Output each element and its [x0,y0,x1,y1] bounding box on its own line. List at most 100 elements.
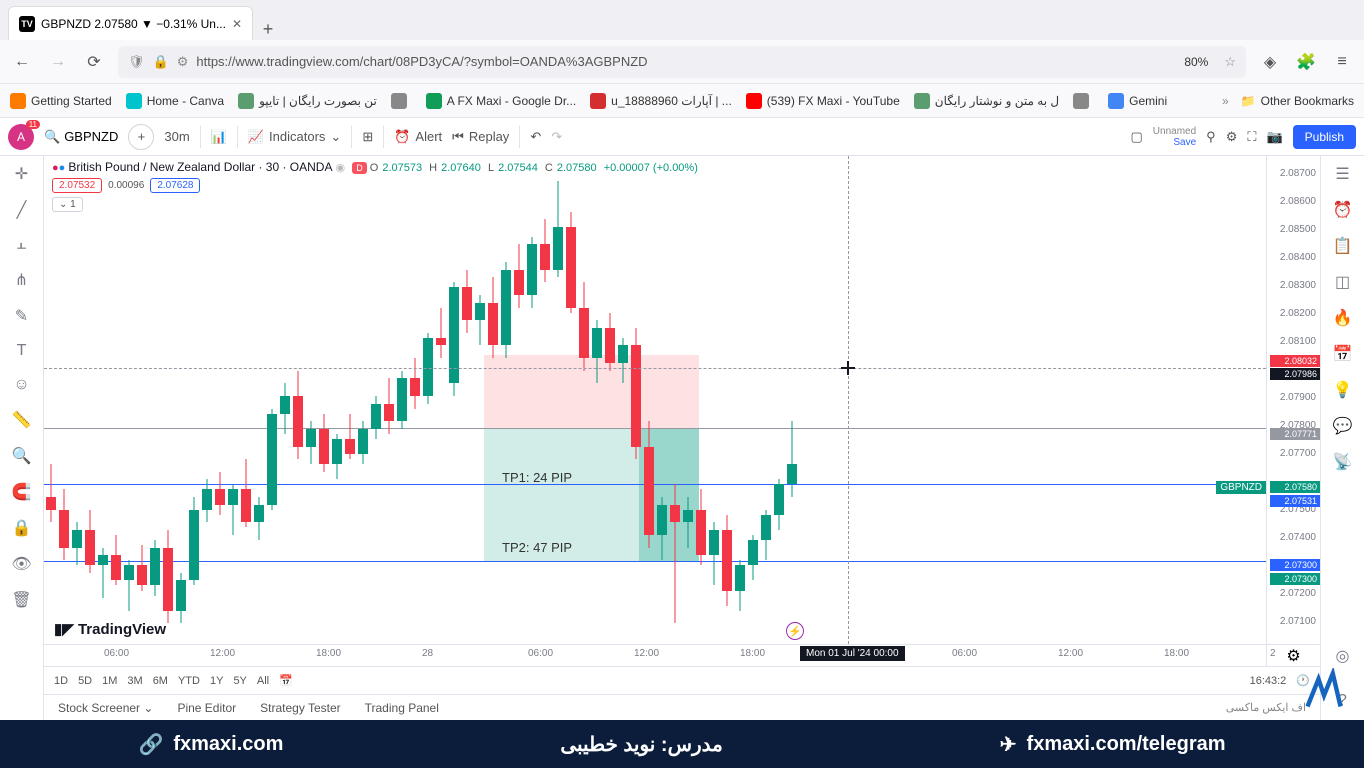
lock-tool-icon[interactable]: 🔒 [12,518,32,538]
bookmark-item[interactable]: (539) FX Maxi - YouTube [746,93,900,109]
news-icon[interactable]: 📋 [1333,236,1353,256]
pocket-icon[interactable]: ◈ [1258,52,1282,72]
fib-tool-icon[interactable]: ⫠ [17,236,27,254]
bookmark-item[interactable]: Home - Canva [126,93,224,109]
chart-canvas[interactable]: ▮◤ TradingView TP1: 24 PIPTP2: 47 PIPGBP… [44,156,1266,644]
other-bookmarks[interactable]: 📁 Other Bookmarks [1241,94,1354,108]
settings-icon[interactable]: ⚙ [1226,129,1238,145]
menu-icon[interactable]: ≡ [1330,53,1354,71]
stream-icon[interactable]: 📡 [1333,452,1353,472]
price-tick: 2.07700 [1280,448,1316,459]
eye-tool-icon[interactable]: 👁 [11,554,31,574]
chat-icon[interactable]: 💬 [1333,416,1353,436]
bookmark-item[interactable] [391,93,412,109]
replay-button[interactable]: ⏮ Replay [452,129,509,145]
layout-name[interactable]: UnnamedSave [1153,126,1196,148]
lock-icon: 🔒 [153,54,169,70]
price-tick: 2.08400 [1280,252,1316,263]
redo-button[interactable]: ↷ [551,129,562,145]
timeframe-button[interactable]: 6M [153,675,168,687]
replay-marker-icon[interactable]: ⚡ [786,622,804,640]
time-tick: 12:00 [1058,648,1083,659]
timeframe-button[interactable]: All [257,675,269,687]
shield-icon: 🛡 [128,54,145,70]
time-axis[interactable]: 06:0012:0018:002806:0012:0018:0006:0012:… [44,644,1266,666]
trash-tool-icon[interactable]: 🗑 [11,590,31,610]
horizontal-line[interactable] [44,428,1266,429]
timeframe-button[interactable]: YTD [178,675,200,687]
bookmarks-overflow-icon[interactable]: » [1222,94,1229,108]
emoji-tool-icon[interactable]: ☺ [13,376,29,394]
timeframe-button[interactable]: 5D [78,675,92,687]
text-tool-icon[interactable]: T [17,342,27,360]
watchlist-icon[interactable]: ☰ [1335,164,1349,184]
price-tick: 2.08500 [1280,224,1316,235]
layout-button[interactable]: ▢ [1131,129,1143,145]
timeframe-button[interactable]: 5Y [233,675,246,687]
ideas-icon[interactable]: 💡 [1333,380,1353,400]
magnet-tool-icon[interactable]: 🧲 [12,482,32,502]
timeframe-button[interactable]: 1D [54,675,68,687]
zoom-tool-icon[interactable]: 🔍 [12,446,32,466]
bottom-panel-tab[interactable]: Pine Editor [177,701,236,715]
horizontal-line[interactable] [44,561,1266,562]
back-button[interactable]: ← [10,50,34,74]
bottom-panel-tab[interactable]: Strategy Tester [260,701,340,715]
bookmark-item[interactable] [1073,93,1094,109]
alert-button[interactable]: ⏰ Alert [394,129,442,145]
legend-dropdown[interactable]: ⌄ 1 [52,197,83,212]
publish-button[interactable]: Publish [1293,125,1356,149]
calendar-icon[interactable]: 📅 [279,674,293,687]
symbol-search[interactable]: 🔍 GBPNZD [44,129,118,145]
add-symbol-button[interactable]: + [128,124,154,150]
timeframe-button[interactable]: 3M [127,675,142,687]
camera-icon[interactable]: 📷 [1266,129,1282,145]
bookmark-item[interactable]: Gemini [1108,93,1167,109]
time-tick: 28 [422,648,433,659]
bookmark-item[interactable]: A FX Maxi - Google Dr... [426,93,576,109]
undo-button[interactable]: ↶ [530,129,541,145]
indicators-button[interactable]: 📈 Indicators ⌄ [248,129,341,145]
price-axis[interactable]: 2.087002.086002.085002.084002.083002.082… [1266,156,1320,644]
trendline-tool-icon[interactable]: ╱ [17,200,27,220]
calendar-panel-icon[interactable]: 📅 [1333,344,1353,364]
pitchfork-tool-icon[interactable]: ⋔ [15,270,28,290]
brush-tool-icon[interactable]: ✎ [15,306,28,326]
bookmark-item[interactable]: ل به متن و نوشتار رایگان [914,93,1059,109]
interval-selector[interactable]: 30m [164,129,189,144]
timeframe-button[interactable]: 1M [102,675,117,687]
chart-style-button[interactable]: 📊 [211,129,227,145]
alerts-panel-icon[interactable]: ⏰ [1333,200,1353,220]
video-footer: 🔗fxmaxi.com مدرس: نوید خطیبی ✈fxmaxi.com… [0,720,1364,768]
price-tick: 2.07400 [1280,532,1316,543]
user-avatar[interactable]: A 11 [8,124,34,150]
bottom-panel-tab[interactable]: Stock Screener ⌄ [58,701,153,715]
close-tab-icon[interactable]: ✕ [232,17,242,31]
timeframe-bar: 1D5D1M3M6MYTD1Y5YAll 📅 16:43:2 🕐 [44,666,1320,694]
bottom-panel-tab[interactable]: Trading Panel [365,701,439,715]
zoom-level[interactable]: 80% [1184,55,1208,69]
timeframe-button[interactable]: 1Y [210,675,223,687]
crosshair-v [848,156,849,644]
ruler-tool-icon[interactable]: 📏 [12,410,32,430]
forward-button[interactable]: → [46,50,70,74]
bookmark-item[interactable]: u_18888960 آپارات | ... [590,93,732,109]
cursor-tool-icon[interactable]: ✛ [15,164,28,184]
reload-button[interactable]: ⟳ [82,50,106,74]
new-tab-button[interactable]: + [253,19,283,40]
data-window-icon[interactable]: ◫ [1335,272,1350,292]
hotlist-icon[interactable]: 🔥 [1333,308,1353,328]
target-icon[interactable]: ◎ [1336,646,1350,666]
fullscreen-icon[interactable]: ⛶ [1247,129,1256,145]
extensions-icon[interactable]: 🧩 [1294,52,1318,72]
search-icon[interactable]: ⚲ [1206,129,1216,145]
symbol-title[interactable]: British Pound / New Zealand Dollar · 30 … [68,160,332,174]
star-icon[interactable]: ☆ [1224,54,1236,70]
horizontal-line[interactable] [44,484,1266,485]
bookmark-item[interactable]: Getting Started [10,93,112,109]
browser-tab[interactable]: TV GBPNZD 2.07580 ▼ −0.31% Un... ✕ [8,6,253,40]
templates-button[interactable]: ⊞ [362,129,373,145]
url-input[interactable]: 🛡 🔒 ⚙ https://www.tradingview.com/chart/… [118,46,1246,78]
bookmark-item[interactable]: تن بصورت رایگان | تایپو [238,93,377,109]
chart-zone[interactable] [484,355,699,429]
